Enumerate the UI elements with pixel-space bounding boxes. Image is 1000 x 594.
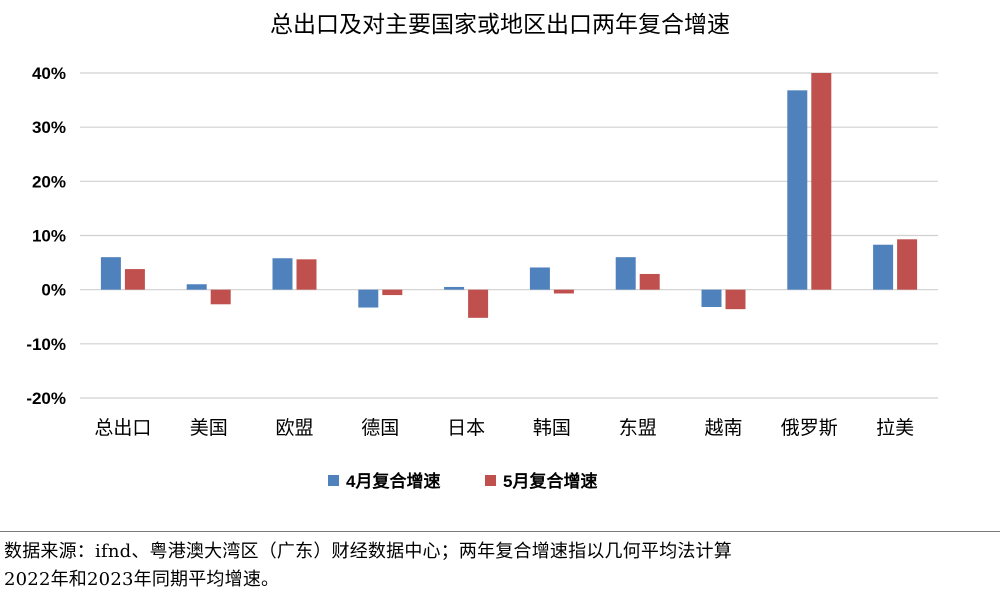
bar-may	[382, 289, 403, 296]
bar-may	[124, 269, 145, 290]
bar-may	[811, 73, 832, 290]
footnote-line-1: 数据来源：ifnd、粤港澳大湾区（广东）财经数据中心；两年复合增速指以几何平均法…	[4, 541, 732, 562]
bar-may	[639, 273, 660, 290]
x-tick-label: 日本	[447, 417, 485, 439]
chart-title: 总出口及对主要国家或地区出口两年复合增速	[270, 12, 730, 38]
bar-may	[725, 289, 746, 310]
y-axis-ticks: 40% 30% 20% 10% 0% -10% -20%	[26, 64, 66, 408]
bars	[100, 73, 918, 318]
bar-apr	[615, 257, 636, 290]
x-axis-ticks: 总出口 美国 欧盟 德国 日本 韩国 东盟 越南 俄罗斯 拉美	[94, 417, 914, 439]
bar-apr	[444, 286, 465, 290]
legend-swatch	[328, 475, 339, 486]
x-tick-label: 德国	[361, 417, 399, 439]
bar-may	[210, 289, 231, 305]
y-tick-label: 20%	[32, 172, 66, 191]
footnote: 数据来源：ifnd、粤港澳大湾区（广东）财经数据中心；两年复合增速指以几何平均法…	[0, 531, 1000, 594]
y-tick-label: -20%	[26, 389, 66, 408]
gridlines	[80, 72, 938, 399]
x-tick-label: 拉美	[876, 417, 914, 439]
bar-may	[553, 289, 574, 294]
x-tick-label: 美国	[190, 417, 228, 439]
x-tick-label: 越南	[704, 417, 742, 439]
y-tick-label: -10%	[26, 335, 66, 354]
bar-apr	[186, 284, 207, 290]
y-tick-label: 40%	[32, 64, 66, 83]
y-tick-label: 30%	[32, 118, 66, 137]
legend: 4月复合增速 5月复合增速	[328, 471, 597, 491]
bar-apr	[272, 258, 293, 290]
bar-may	[468, 289, 489, 318]
bar-may	[897, 239, 918, 290]
bar-chart: 总出口及对主要国家或地区出口两年复合增速 40% 30% 20% 10% 0% -10% -…	[26, 12, 938, 491]
bar-apr	[100, 257, 121, 290]
bar-apr	[787, 90, 808, 290]
legend-label: 4月复合增速	[346, 471, 440, 491]
chart-container: 总出口及对主要国家或地区出口两年复合增速 40% 30% 20% 10% 0% -10% -…	[26, 12, 938, 491]
legend-swatch	[485, 475, 496, 486]
x-tick-label: 韩国	[533, 417, 571, 439]
bar-apr	[701, 289, 722, 307]
x-tick-label: 俄罗斯	[781, 417, 838, 439]
bar-apr	[529, 267, 550, 290]
footnote-text: 数据来源：ifnd、粤港澳大湾区（广东）财经数据中心；两年复合增速指以几何平均法…	[4, 538, 996, 594]
y-tick-label: 0%	[41, 281, 66, 300]
bar-apr	[873, 244, 894, 290]
bar-apr	[358, 289, 379, 308]
x-tick-label: 东盟	[619, 417, 657, 439]
x-tick-label: 欧盟	[275, 417, 313, 439]
x-tick-label: 总出口	[94, 417, 151, 439]
footnote-line-2: 2022年和2023年同期平均增速。	[4, 569, 280, 590]
y-tick-label: 10%	[32, 227, 66, 246]
bar-may	[296, 259, 317, 290]
legend-label: 5月复合增速	[503, 471, 597, 491]
